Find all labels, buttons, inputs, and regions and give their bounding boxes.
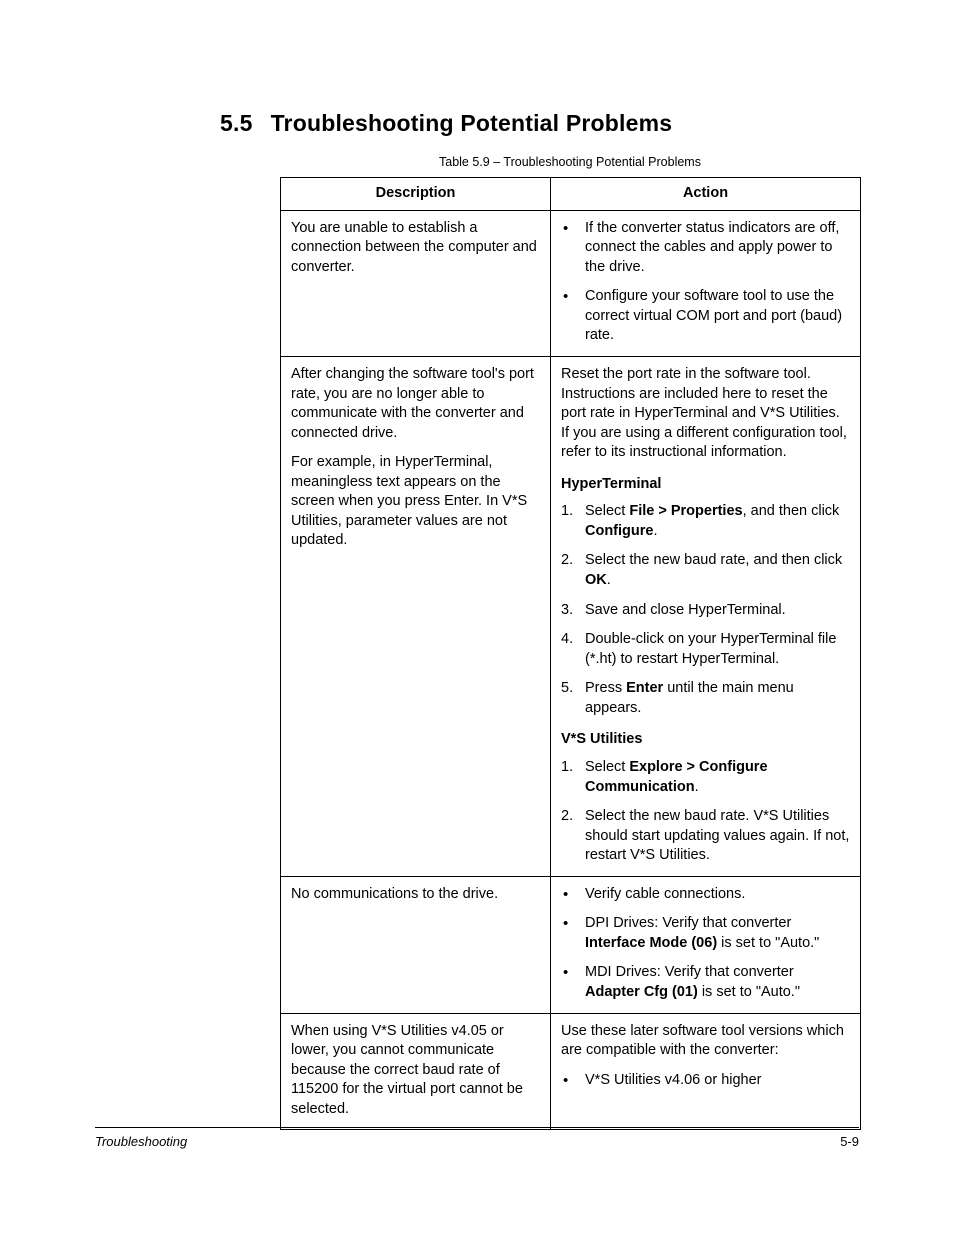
subheading-vs-utilities: V*S Utilities [561,730,850,750]
footer-section-name: Troubleshooting [95,1134,187,1149]
text: , and then click [743,503,840,519]
action-cell: Verify cable connections. DPI Drives: Ve… [551,876,861,1013]
body-text: For example, in HyperTerminal, meaningle… [291,453,540,551]
troubleshooting-table: Description Action You are unable to est… [280,177,861,1130]
table-row: When using V*S Utilities v4.05 or lower,… [281,1013,861,1130]
text: Press [585,680,626,696]
bold-text: Enter [626,680,663,696]
bullet-list: Verify cable connections. DPI Drives: Ve… [561,885,850,1003]
subheading-hyperterminal: HyperTerminal [561,475,850,495]
body-text: Use these later software tool versions w… [561,1022,850,1061]
col-header-action: Action [551,178,861,211]
table-caption: Table 5.9 – Troubleshooting Potential Pr… [280,155,860,169]
ordered-list: Select File > Properties, and then click… [561,502,850,718]
table-row: No communications to the drive. Verify c… [281,876,861,1013]
body-text: No communications to the drive. [291,885,540,905]
table-row: After changing the software tool's port … [281,356,861,876]
text: Select [585,503,629,519]
text: . [653,523,657,539]
action-cell: If the converter status indicators are o… [551,210,861,356]
list-item: Verify cable connections. [561,885,850,905]
list-item: V*S Utilities v4.06 or higher [561,1071,850,1091]
body-text: You are unable to establish a connection… [291,219,540,278]
list-item: Select File > Properties, and then click… [561,502,850,541]
body-text: After changing the software tool's port … [291,365,540,443]
text: . [695,779,699,795]
body-text: Reset the port rate in the software tool… [561,365,850,463]
description-cell: You are unable to establish a connection… [281,210,551,356]
text: is set to "Auto." [698,984,800,1000]
section-title: Troubleshooting Potential Problems [271,110,673,136]
list-item: If the converter status indicators are o… [561,219,850,278]
list-item: Select Explore > Configure Communication… [561,758,850,797]
ordered-list: Select Explore > Configure Communication… [561,758,850,866]
list-item: Configure your software tool to use the … [561,287,850,346]
list-item: Press Enter until the main menu appears. [561,679,850,718]
description-cell: When using V*S Utilities v4.05 or lower,… [281,1013,551,1130]
bold-text: File > Properties [629,503,742,519]
action-cell: Reset the port rate in the software tool… [551,356,861,876]
bold-text: Configure [585,523,653,539]
list-item: Save and close HyperTerminal. [561,601,850,621]
table-row: You are unable to establish a connection… [281,210,861,356]
list-item: Select the new baud rate, and then click… [561,551,850,590]
table-header-row: Description Action [281,178,861,211]
section-heading: 5.5 Troubleshooting Potential Problems [220,110,859,137]
list-item: DPI Drives: Verify that converter Interf… [561,914,850,953]
page-footer: Troubleshooting 5-9 [95,1127,859,1149]
bullet-list: V*S Utilities v4.06 or higher [561,1071,850,1091]
list-item: Double-click on your HyperTerminal file … [561,630,850,669]
text: MDI Drives: Verify that converter [585,964,794,980]
bullet-list: If the converter status indicators are o… [561,219,850,346]
footer-page-number: 5-9 [840,1134,859,1149]
document-page: 5.5 Troubleshooting Potential Problems Ta… [0,0,954,1235]
text: . [607,572,611,588]
text: Select [585,759,629,775]
text: is set to "Auto." [717,935,819,951]
section-number: 5.5 [220,110,253,137]
list-item: MDI Drives: Verify that converter Adapte… [561,963,850,1002]
description-cell: No communications to the drive. [281,876,551,1013]
text: DPI Drives: Verify that converter [585,915,791,931]
action-cell: Use these later software tool versions w… [551,1013,861,1130]
body-text: When using V*S Utilities v4.05 or lower,… [291,1022,540,1120]
bold-text: OK [585,572,607,588]
list-item: Select the new baud rate. V*S Utilities … [561,807,850,866]
text: Select the new baud rate, and then click [585,552,842,568]
description-cell: After changing the software tool's port … [281,356,551,876]
col-header-description: Description [281,178,551,211]
bold-text: Adapter Cfg (01) [585,984,698,1000]
bold-text: Interface Mode (06) [585,935,717,951]
